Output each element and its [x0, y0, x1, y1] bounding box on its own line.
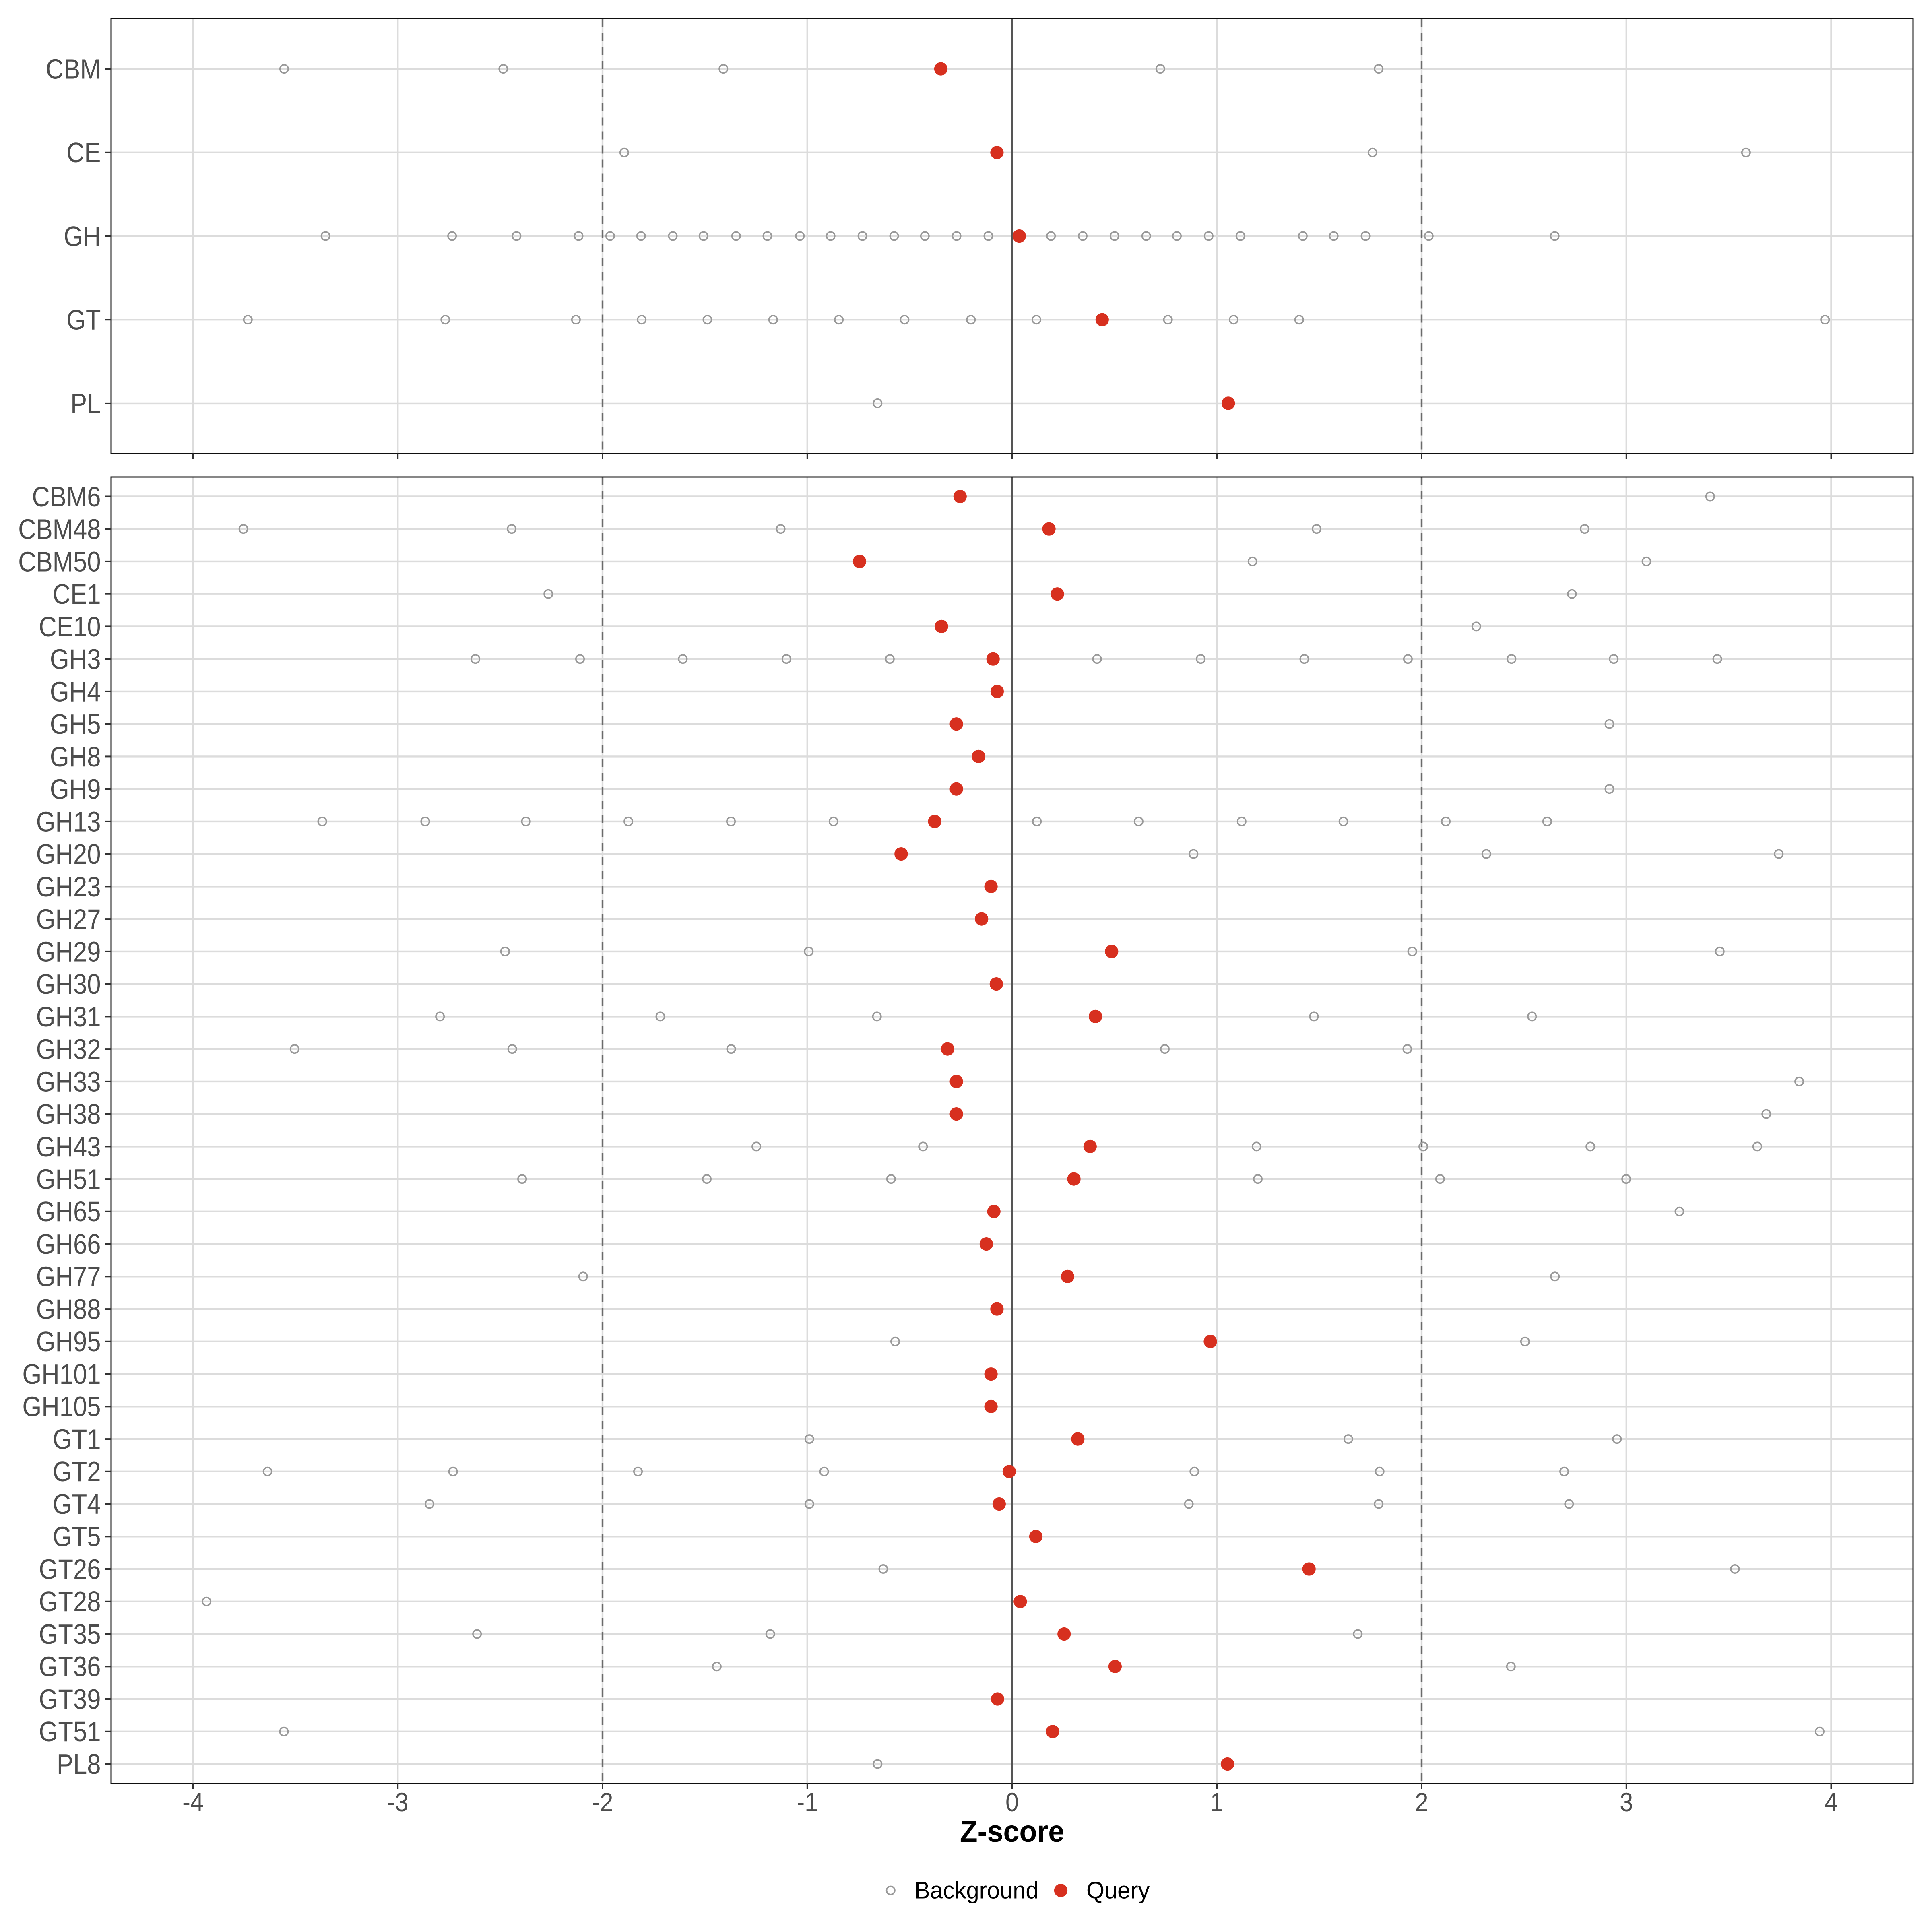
svg-text:GH101: GH101 — [22, 1358, 101, 1390]
svg-text:GT2: GT2 — [53, 1456, 101, 1488]
svg-text:Z-score: Z-score — [960, 1814, 1064, 1848]
svg-text:GH30: GH30 — [36, 968, 101, 1000]
svg-text:GH3: GH3 — [50, 643, 101, 675]
svg-text:GH13: GH13 — [36, 806, 101, 838]
svg-text:GH38: GH38 — [36, 1098, 101, 1130]
svg-text:GH23: GH23 — [36, 871, 101, 902]
svg-text:CBM50: CBM50 — [18, 546, 101, 578]
svg-text:GT1: GT1 — [53, 1423, 101, 1455]
svg-text:CBM6: CBM6 — [32, 481, 101, 512]
svg-text:GH66: GH66 — [36, 1228, 101, 1260]
svg-text:Background: Background — [914, 1877, 1039, 1904]
svg-text:CE10: CE10 — [39, 611, 101, 642]
svg-text:PL8: PL8 — [57, 1748, 101, 1780]
svg-text:GH32: GH32 — [36, 1033, 101, 1065]
svg-text:GH29: GH29 — [36, 936, 101, 968]
svg-text:GH31: GH31 — [36, 1001, 101, 1032]
svg-text:GT28: GT28 — [39, 1586, 101, 1618]
svg-text:CBM: CBM — [46, 53, 101, 85]
svg-text:GT5: GT5 — [53, 1521, 101, 1552]
svg-text:CE1: CE1 — [53, 578, 101, 610]
svg-text:GT51: GT51 — [39, 1716, 101, 1748]
svg-text:GH20: GH20 — [36, 838, 101, 870]
svg-text:GH: GH — [64, 220, 101, 252]
svg-text:GT: GT — [66, 304, 101, 336]
svg-text:4: 4 — [1825, 1788, 1838, 1817]
svg-text:GH65: GH65 — [36, 1196, 101, 1228]
svg-text:GT39: GT39 — [39, 1683, 101, 1715]
svg-text:GT4: GT4 — [53, 1488, 101, 1520]
svg-text:0: 0 — [1005, 1788, 1019, 1817]
svg-text:GT36: GT36 — [39, 1651, 101, 1682]
svg-text:-3: -3 — [387, 1788, 409, 1817]
svg-text:CBM48: CBM48 — [18, 513, 101, 545]
svg-text:-4: -4 — [182, 1788, 204, 1817]
svg-text:-1: -1 — [797, 1788, 818, 1817]
svg-text:GH27: GH27 — [36, 903, 101, 935]
svg-text:GH105: GH105 — [22, 1391, 101, 1422]
svg-text:2: 2 — [1415, 1788, 1428, 1817]
svg-text:GH88: GH88 — [36, 1293, 101, 1325]
svg-text:PL: PL — [70, 388, 101, 419]
svg-text:-2: -2 — [592, 1788, 613, 1817]
svg-text:3: 3 — [1620, 1788, 1633, 1817]
svg-text:GH95: GH95 — [36, 1326, 101, 1358]
svg-text:CE: CE — [66, 137, 101, 169]
svg-text:GH4: GH4 — [50, 676, 101, 708]
svg-text:GT26: GT26 — [39, 1553, 101, 1585]
svg-text:GH8: GH8 — [50, 741, 101, 772]
svg-text:GT35: GT35 — [39, 1618, 101, 1650]
svg-text:GH43: GH43 — [36, 1131, 101, 1162]
svg-text:GH33: GH33 — [36, 1066, 101, 1098]
svg-text:GH77: GH77 — [36, 1261, 101, 1292]
svg-text:GH9: GH9 — [50, 773, 101, 805]
svg-text:GH5: GH5 — [50, 708, 101, 740]
svg-text:1: 1 — [1210, 1788, 1224, 1817]
svg-text:Query: Query — [1086, 1877, 1150, 1904]
svg-text:GH51: GH51 — [36, 1163, 101, 1195]
